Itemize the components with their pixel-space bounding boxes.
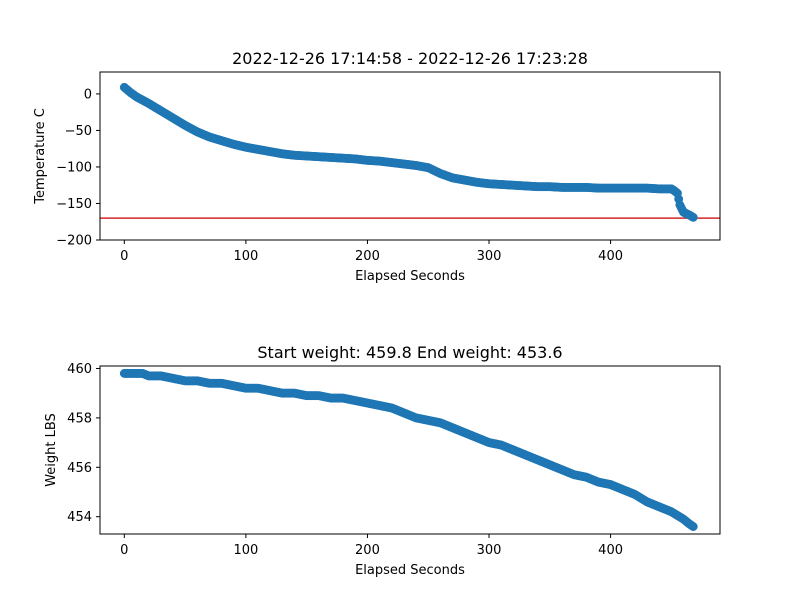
temperature-plot-area — [100, 72, 720, 240]
weight-x-tick-label: 100 — [233, 543, 258, 558]
weight-y-tick-label: 458 — [67, 411, 92, 426]
weight-y-tick-label: 460 — [67, 362, 92, 377]
weight-x-axis-label: Elapsed Seconds — [355, 563, 465, 578]
temperature-panel: 2022-12-26 17:14:58 - 2022-12-26 17:23:2… — [33, 49, 721, 284]
temperature-y-axis-label: Temperature C — [33, 108, 48, 205]
weight-chart-title: Start weight: 459.8 End weight: 453.6 — [257, 343, 562, 362]
weight-marks — [119, 368, 698, 532]
temperature-marks — [100, 82, 720, 222]
temperature-x-axis-label: Elapsed Seconds — [355, 269, 465, 284]
temperature-y-ticks: 0 −50 −100 −150 −200 — [56, 87, 100, 249]
weight-plot-area — [100, 366, 720, 534]
weight-x-tick-label: 0 — [120, 543, 128, 558]
temperature-x-tick-label: 300 — [477, 249, 502, 264]
weight-panel: Start weight: 459.8 End weight: 453.6 0 1… — [44, 343, 721, 578]
temperature-x-tick-label: 100 — [233, 249, 258, 264]
temperature-y-tick-label: −150 — [56, 197, 92, 212]
weight-x-tick-label: 200 — [355, 543, 380, 558]
weight-x-ticks: 0 100 200 300 400 — [120, 534, 623, 558]
temperature-x-tick-label: 0 — [120, 249, 128, 264]
weight-data-point — [688, 522, 698, 532]
weight-y-ticks: 454 456 458 460 — [67, 362, 100, 525]
temperature-axes-frame — [99, 71, 721, 241]
weight-y-tick-label: 454 — [67, 510, 92, 525]
temperature-x-ticks: 0 100 200 300 400 — [120, 240, 623, 264]
temperature-y-tick-label: 0 — [84, 87, 92, 102]
temperature-y-tick-label: −50 — [65, 124, 92, 139]
weight-x-tick-label: 400 — [598, 543, 623, 558]
weight-axes-frame — [99, 365, 721, 535]
temperature-y-tick-label: −100 — [56, 160, 92, 175]
temperature-chart-title: 2022-12-26 17:14:58 - 2022-12-26 17:23:2… — [232, 49, 588, 68]
temperature-data-point — [688, 212, 698, 222]
temperature-x-tick-label: 200 — [355, 249, 380, 264]
temperature-x-tick-label: 400 — [598, 249, 623, 264]
weight-y-tick-label: 456 — [67, 461, 92, 476]
temperature-y-tick-label: −200 — [56, 234, 92, 249]
weight-y-axis-label: Weight LBS — [44, 413, 59, 487]
weight-x-tick-label: 300 — [477, 543, 502, 558]
